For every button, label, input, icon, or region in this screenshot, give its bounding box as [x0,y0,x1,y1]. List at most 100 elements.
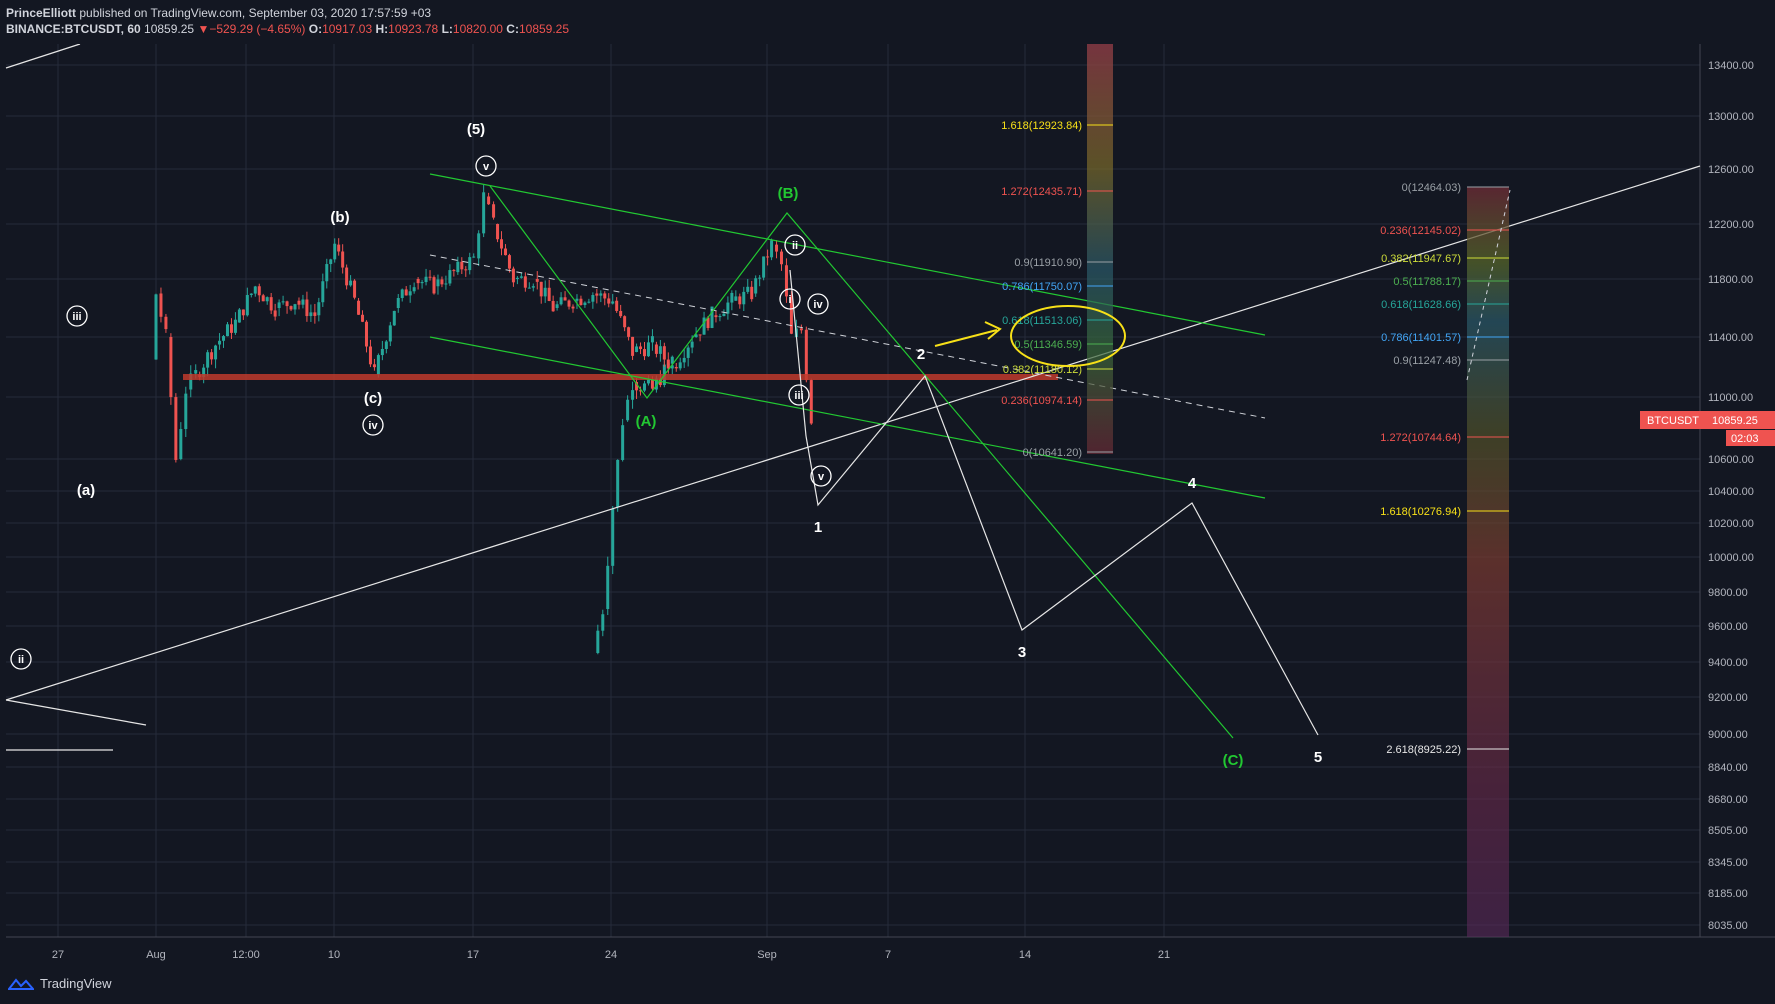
candle-body [780,251,783,265]
y-tick-label: 12600.00 [1708,164,1754,176]
candle-body [631,336,635,356]
candle-body [726,302,730,314]
fib-left-label: 0.382(11180.12) [1003,364,1082,376]
candle-body [535,279,539,282]
wave-label: (B) [778,185,799,202]
open-value: 10917.03 [322,22,373,36]
y-tick-label: 9600.00 [1708,621,1748,633]
wave-circle [66,305,88,327]
fib-left-label: 0.9(11910.90) [1014,257,1082,269]
candle-body [587,301,591,303]
publish-line: PrinceElliott published on TradingView.c… [6,6,431,21]
tradingview-logo-icon [8,977,34,990]
candle-body [646,379,650,384]
high-label: H: [375,22,389,36]
y-tick-label: 8345.00 [1708,857,1748,869]
candle-body [642,383,646,391]
projected-wave-path [805,374,1319,736]
wave-label: (a) [77,482,95,499]
wave-circle [788,384,810,406]
candle-body [357,300,361,315]
candle-body [396,297,400,308]
candle-body [706,317,710,328]
candle-body [799,328,803,331]
y-tick-label: 8680.00 [1708,794,1748,806]
candle-body [804,329,808,381]
close-label: C: [506,22,519,36]
candle-body [380,348,384,356]
candle-body [654,378,658,390]
candle-body [392,310,396,326]
fib-right-label: 0.9(11247.48) [1393,355,1461,367]
support-zone [183,374,1058,380]
fib-right-label: 1.272(10744.64) [1380,432,1461,444]
wave-label: 4 [1188,475,1197,492]
fib-left-label: 0.5(11346.59) [1014,339,1082,351]
candle-body [237,309,241,323]
candle-body [460,261,464,270]
trend-line [5,43,81,69]
y-tick-label: 10000.00 [1708,552,1754,564]
candle-body [666,359,670,369]
candle-body [482,192,486,234]
candle-body [770,240,774,258]
green-wave-path [489,185,1234,739]
candle-body [281,301,285,303]
candle-body [273,310,277,317]
candle-body [313,312,317,316]
candle-body [424,276,428,283]
candle-body [523,276,527,288]
wave-circle-label: v [483,161,490,173]
wave-circle-label: iv [368,420,378,432]
highlight-arrow [934,329,998,347]
candle-body [754,278,758,294]
candle-body [762,256,766,278]
candle-body [599,293,603,296]
candle-body [694,334,698,337]
candle-body [468,257,472,271]
candle-body [519,276,523,278]
fib-right-label: 2.618(8925.22) [1386,744,1461,756]
candle-body [750,286,754,300]
candle-body [567,300,571,307]
candle-body [169,337,173,398]
fib-left-label: 1.272(12435.71) [1001,186,1082,198]
candle-body [353,280,357,298]
candle-body [500,239,504,249]
candle-body [452,270,456,272]
open-label: O: [308,22,323,36]
y-tick-label: 12200.00 [1708,219,1754,231]
candle-body [404,289,408,296]
y-tick-label: 8035.00 [1708,920,1748,932]
candle-body [563,297,567,301]
tradingview-brand[interactable]: TradingView [8,976,112,991]
current-price-symbol: BTCUSDT [1647,415,1699,427]
y-tick-label: 13000.00 [1708,111,1754,123]
candle-body [775,244,779,252]
candle-body [440,279,444,285]
wave-circle-label: ii [18,654,24,666]
candle-body [515,277,519,279]
candle-body [642,349,646,357]
candle-body [400,289,404,298]
candle-body [194,370,198,374]
candle-body [531,286,535,288]
candle-body [674,367,678,369]
candle-body [472,256,476,258]
candle-body [639,346,643,350]
close-value: 10859.25 [518,22,570,36]
candle-body [253,286,257,294]
fib-connector [1466,189,1511,381]
candle-body [635,382,639,391]
wave-label: (c) [364,390,382,407]
candle-body [261,295,265,302]
author-name[interactable]: PrinceElliott [6,6,77,20]
wave-circle-label: iii [72,311,81,323]
candle-body [611,301,615,304]
candle-body [507,255,511,269]
symbol-name[interactable]: BINANCE:BTCUSDT, 60 [6,22,141,36]
fib-left-zone [1087,44,1113,454]
candle-body [333,243,337,260]
dashed-trend-line [429,254,1266,419]
